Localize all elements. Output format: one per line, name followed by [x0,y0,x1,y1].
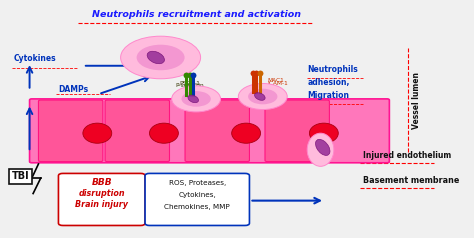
FancyBboxPatch shape [105,100,170,162]
Text: adhesion,: adhesion, [307,78,349,87]
Text: Chemokines, MMP: Chemokines, MMP [164,204,230,210]
Text: BBB: BBB [91,178,112,187]
Text: Basement membrane: Basement membrane [363,176,459,185]
Ellipse shape [310,123,338,143]
Circle shape [248,89,277,104]
Text: Vessel lumen: Vessel lumen [411,72,420,129]
Ellipse shape [172,86,220,112]
Text: Cytokines,: Cytokines, [178,192,216,198]
FancyBboxPatch shape [58,174,145,225]
FancyBboxPatch shape [185,100,249,162]
Ellipse shape [238,84,287,109]
Ellipse shape [147,51,164,64]
Text: P-selectin: P-selectin [175,83,204,88]
Ellipse shape [83,123,112,143]
Text: Neutrophils: Neutrophils [307,65,358,74]
Ellipse shape [188,95,199,103]
Ellipse shape [232,123,261,143]
Ellipse shape [307,133,334,166]
FancyBboxPatch shape [265,100,329,162]
FancyBboxPatch shape [145,174,249,225]
FancyBboxPatch shape [29,99,389,163]
Text: disruption: disruption [78,189,125,198]
Text: Cytokines: Cytokines [14,54,57,63]
Text: DAMPs: DAMPs [58,85,89,94]
Text: Migration: Migration [307,91,349,100]
Text: PSGL-1: PSGL-1 [179,81,200,86]
Ellipse shape [255,93,265,100]
Ellipse shape [316,139,330,155]
Text: Injured endothelium: Injured endothelium [363,151,451,160]
Circle shape [182,91,211,107]
Text: Brain injury: Brain injury [75,199,128,208]
Ellipse shape [120,36,201,79]
Text: ICAM-1: ICAM-1 [267,81,288,86]
Text: ROS, Proteases,: ROS, Proteases, [169,180,226,186]
Text: MAC1: MAC1 [267,78,284,83]
FancyBboxPatch shape [38,100,103,162]
Circle shape [137,45,184,70]
Ellipse shape [149,123,178,143]
Text: TBI: TBI [12,171,29,181]
Text: Neutrophils recruitment and activation: Neutrophils recruitment and activation [91,10,301,19]
